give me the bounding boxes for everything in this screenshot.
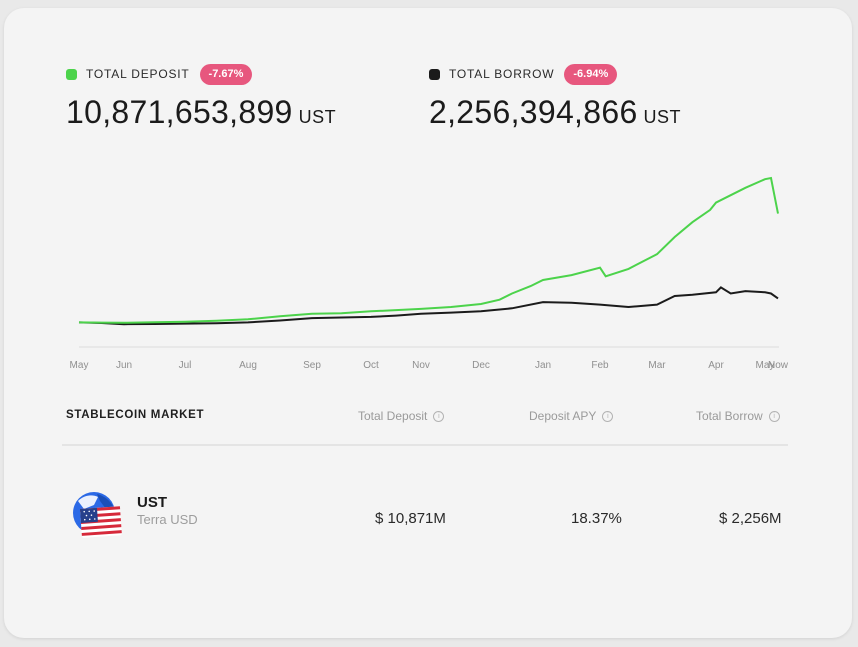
total-deposit-header[interactable]: Total Deposit i (358, 409, 445, 423)
x-tick-label: Aug (239, 360, 257, 371)
x-tick-label: Dec (472, 360, 490, 371)
info-icon[interactable]: i (768, 410, 780, 422)
total-borrow-stat: TOTAL BORROW -6.94% 2,256,394,866 UST (429, 63, 682, 131)
x-tick-label: Jun (116, 360, 132, 371)
x-tick-label: May (70, 360, 89, 371)
deposit-legend-dot (66, 68, 77, 80)
ust-flag-icon (73, 492, 122, 538)
x-tick-label: Nov (412, 360, 430, 371)
x-tick-label: Oct (363, 360, 379, 371)
deposit-series-line (78, 176, 779, 324)
deposit-unit: UST (298, 107, 337, 127)
deposit-apy-header[interactable]: Deposit APY i (529, 409, 614, 423)
borrow-series-line (78, 286, 779, 326)
x-tick-label: May (756, 360, 775, 371)
borrow-change-badge: -6.94% (564, 63, 618, 85)
table-divider (62, 444, 788, 446)
token-symbol: UST (137, 494, 167, 511)
total-deposit-label: TOTAL DEPOSIT (86, 67, 190, 81)
x-tick-label: Apr (708, 360, 724, 371)
x-tick-label: Jul (179, 360, 192, 371)
x-tick-label: Sep (303, 360, 321, 371)
info-icon[interactable]: i (602, 410, 614, 422)
total-borrow-value: 2,256,394,866 (429, 94, 638, 130)
token-name: Terra USD (137, 512, 198, 527)
deposit-borrow-chart: May Jun Jul Aug Sep Oct Nov Dec Jan Feb Mar Apr MayN… (70, 176, 789, 371)
x-tick-label: Now (768, 360, 789, 371)
borrow-unit: UST (643, 107, 682, 127)
x-tick-label: Mar (648, 360, 666, 371)
row-deposit-apy: 18.37% (571, 510, 622, 527)
stablecoin-market-title: STABLECOIN MARKET (66, 409, 205, 421)
info-icon[interactable]: i (433, 410, 445, 422)
row-total-borrow: $ 2,256M (719, 510, 782, 527)
x-axis-ticks: May Jun Jul Aug Sep Oct Nov Dec Jan Feb Mar Apr MayN… (70, 360, 789, 371)
x-tick-label: Jan (535, 360, 551, 371)
total-borrow-label: TOTAL BORROW (449, 67, 555, 81)
row-total-deposit: $ 10,871M (375, 510, 446, 527)
deposit-change-badge: -7.67% (199, 63, 253, 85)
total-deposit-value: 10,871,653,899 (66, 94, 293, 130)
x-tick-label: Feb (591, 360, 609, 371)
total-borrow-header[interactable]: Total Borrow i (696, 409, 780, 423)
total-deposit-stat: TOTAL DEPOSIT -7.67% 10,871,653,899 UST (66, 63, 337, 131)
borrow-legend-dot (429, 68, 440, 80)
